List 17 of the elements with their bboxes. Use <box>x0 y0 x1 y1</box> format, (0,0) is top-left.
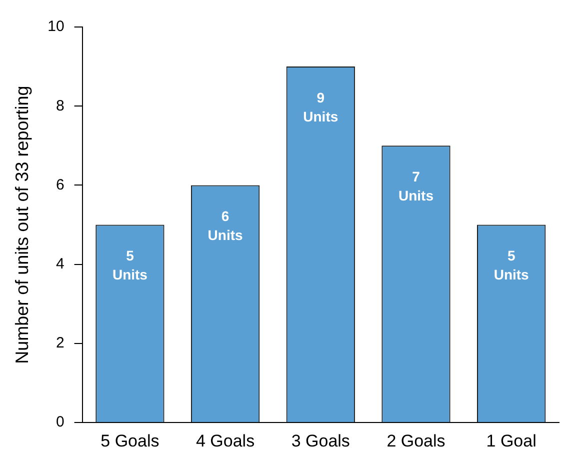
x-tick-label: 1 Goal <box>486 431 536 450</box>
x-tick-label: 3 Goals <box>291 431 350 450</box>
data-label: 5 Units <box>112 248 148 283</box>
y-axis-title: Number of units out of 33 reporting <box>12 86 32 364</box>
y-tick-label: 0 <box>56 414 64 431</box>
x-tick-label: 4 Goals <box>196 431 255 450</box>
data-label: 5 Units <box>494 248 530 283</box>
x-tick-label: 5 Goals <box>100 431 160 450</box>
y-tick-label: 4 <box>56 256 64 272</box>
data-label: 6 Units <box>208 208 244 244</box>
y-tick-label: 6 <box>56 176 64 194</box>
y-tick-label: 8 <box>56 97 64 114</box>
y-tick-label: 2 <box>56 334 64 352</box>
data-label: 7 Units <box>398 168 434 204</box>
y-tick-label: 10 <box>48 18 64 36</box>
x-tick-label: 2 Goals <box>386 431 446 450</box>
data-label: 9 Units <box>303 89 338 124</box>
